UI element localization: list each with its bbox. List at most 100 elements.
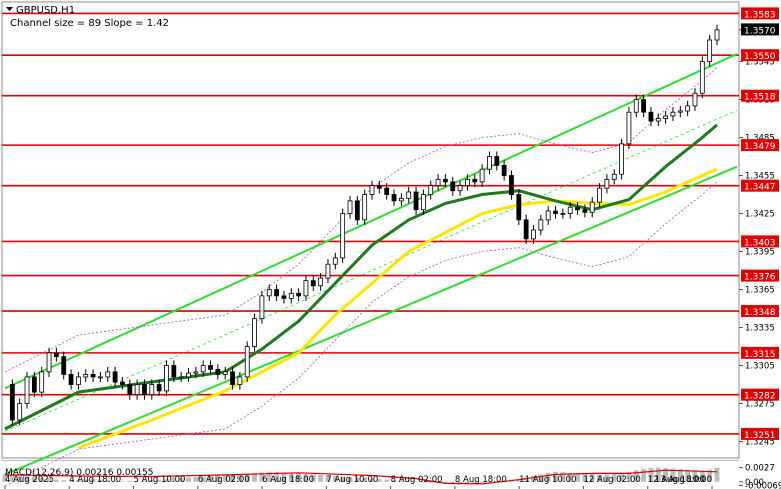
candle-body (310, 280, 316, 287)
candle-body (391, 194, 397, 202)
price-tick-label: 1.3335 (745, 324, 775, 334)
sma-fast-line (4, 123, 718, 431)
candle-body (90, 373, 96, 378)
candle-body (685, 105, 691, 112)
macd-histogram-bar (318, 474, 324, 482)
macd-histogram-bar (200, 476, 206, 482)
candle-body (501, 164, 507, 176)
macd-tick-label: 0.0027 (745, 464, 775, 474)
macd-histogram-bar (310, 474, 316, 482)
candle-body (531, 229, 536, 240)
price-tick-label: 1.3425 (745, 210, 775, 220)
price-tick-label: 1.3395 (745, 248, 775, 258)
macd-histogram-bar (325, 475, 331, 482)
macd-histogram-bar (9, 475, 15, 482)
time-tick-label: 8 Aug 18:00 (455, 475, 507, 485)
macd-histogram-bar (149, 480, 155, 482)
candle-body (53, 352, 59, 358)
candle-body (318, 277, 324, 287)
macd-tick-label: 0.00 (745, 478, 764, 488)
candle-body (31, 376, 37, 393)
macd-histogram-bar (611, 473, 617, 482)
level-label-box (741, 388, 779, 401)
candle-body (230, 371, 235, 385)
macd-histogram-bar (597, 474, 602, 482)
candle-body (597, 187, 602, 203)
macd-histogram-bar (105, 480, 111, 482)
current-price-label: 1.3570 (744, 26, 776, 36)
candle-body (465, 178, 470, 187)
candle-body (677, 110, 683, 113)
candle-body (487, 156, 492, 170)
candle-body (17, 403, 23, 421)
macd-label: MACD(12,26,9) 0.00216 0.00155 (5, 468, 154, 478)
moving-average-slow (77, 167, 718, 450)
macd-histogram-bar (39, 477, 45, 482)
candle-body (376, 185, 382, 189)
candle-body (398, 197, 404, 202)
level-label-box (741, 305, 779, 318)
candle-body (208, 365, 213, 370)
macd-histogram-bar (714, 467, 720, 482)
candle-body (567, 206, 573, 214)
candle-body (611, 173, 617, 180)
candle-body (105, 371, 111, 378)
macd-histogram-bar (31, 477, 37, 482)
channel-lower-line (4, 165, 738, 476)
macd-histogram-bar (560, 472, 566, 482)
candle-body (134, 384, 140, 396)
macd-histogram-bar (648, 468, 654, 482)
level-label: 1.3348 (744, 308, 776, 318)
candle-body (523, 219, 529, 240)
level-label: 1.3550 (744, 52, 776, 62)
macd-histogram-bar (707, 469, 713, 482)
candle-body (186, 372, 191, 378)
level-label-box (741, 235, 779, 248)
macd-histogram-bar (670, 468, 676, 482)
macd-histogram-bar (633, 470, 639, 482)
candle-body (670, 111, 676, 117)
level-label: 1.3282 (744, 392, 776, 402)
macd-histogram-bar (354, 477, 360, 482)
macd-histogram-bar (604, 474, 610, 482)
level-label: 1.3315 (744, 350, 776, 360)
candle-body (325, 263, 331, 279)
macd-histogram-bar (663, 468, 669, 482)
time-tick-label: 4 Aug 18:00 (69, 475, 121, 485)
macd-histogram-bar (545, 472, 551, 482)
macd-histogram-bar (281, 472, 287, 482)
macd-histogram-bar (376, 479, 382, 482)
macd-histogram-bar (479, 481, 485, 483)
candle-body (164, 365, 169, 392)
macd-histogram-bar (428, 481, 434, 483)
candle-body (538, 219, 544, 231)
sma-slow-line (77, 167, 718, 450)
macd-histogram-bar (215, 475, 221, 482)
time-tick-label: 13 Aug 10:00 (655, 475, 712, 485)
candle-body (68, 373, 74, 385)
macd-histogram-bar (53, 479, 59, 482)
candle-body (259, 295, 265, 320)
macd-histogram-bar (17, 476, 23, 482)
macd-histogram-bar (222, 474, 228, 482)
macd-histogram-bar (340, 476, 346, 482)
menu-triangle-icon[interactable] (6, 7, 13, 11)
candle-body (663, 115, 669, 119)
macd-histogram-bar (369, 478, 375, 482)
candle-body (340, 213, 346, 259)
candle-body (509, 175, 514, 195)
time-axis: 4 Aug 2025 4 Aug 18:00 5 Aug 10:00 6 Aug 02… (4, 475, 713, 489)
macd-histogram-bar (142, 480, 147, 482)
candle-body (369, 185, 375, 195)
envelope-lower (4, 181, 718, 487)
candle-body (655, 118, 661, 122)
candle-body (545, 210, 551, 221)
macd-histogram-bar (127, 480, 133, 482)
macd-histogram-bar (90, 479, 96, 482)
macd-histogram-bar (641, 469, 646, 482)
macd-histogram-bar (156, 479, 162, 482)
candle-body (633, 99, 639, 113)
candle-body (494, 156, 500, 166)
candle-body (575, 206, 580, 211)
